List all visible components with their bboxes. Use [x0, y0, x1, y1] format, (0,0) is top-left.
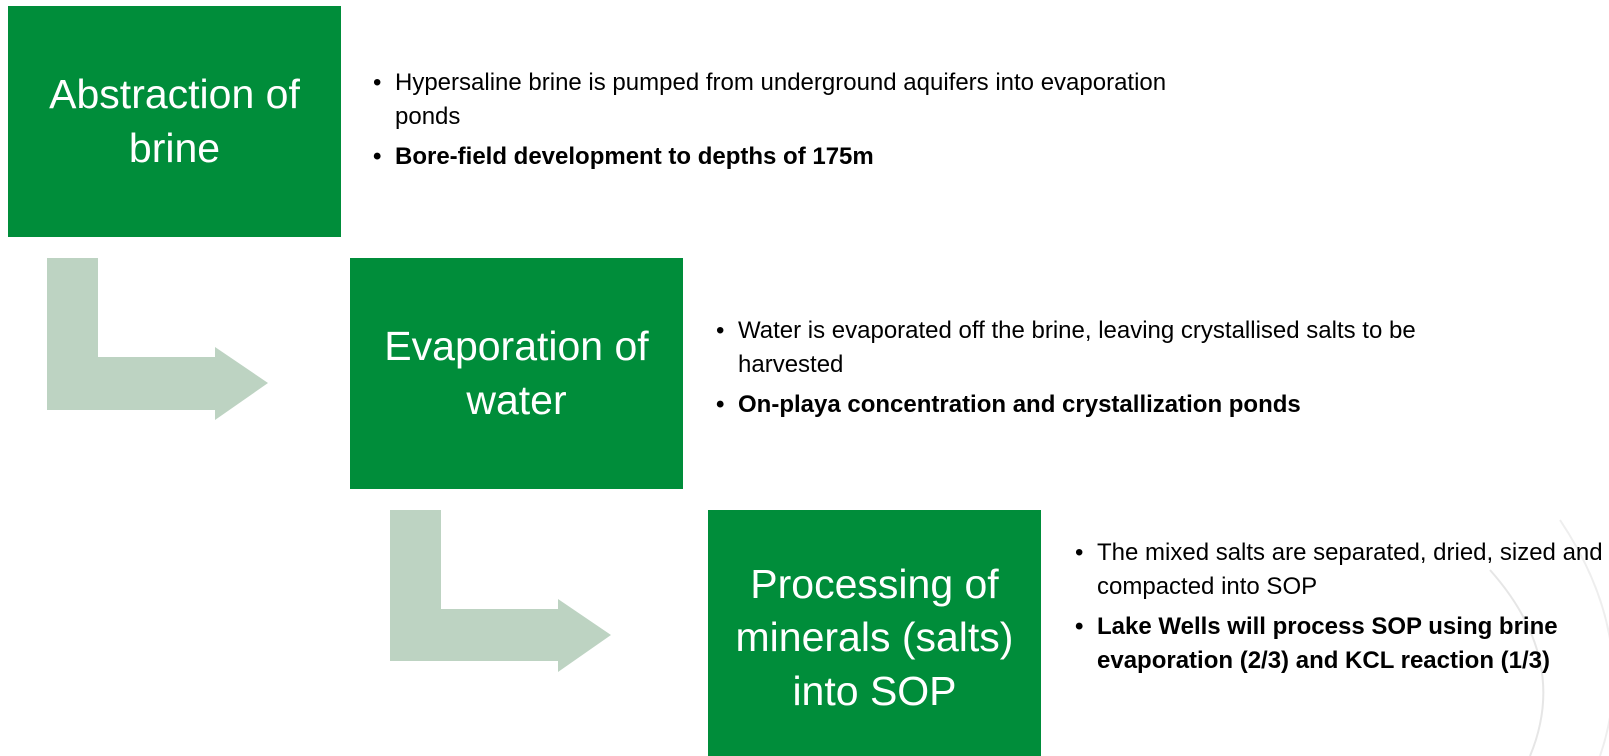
step-box: Evaporation of water — [350, 258, 683, 489]
step-box: Abstraction of brine — [8, 6, 341, 237]
bullet-list: Water is evaporated off the brine, leavi… — [716, 314, 1418, 428]
bent-arrow — [390, 510, 611, 672]
bullet-list: The mixed salts are separated, dried, si… — [1075, 536, 1607, 684]
bullet: Water is evaporated off the brine, leavi… — [716, 314, 1418, 382]
bullet: Hypersaline brine is pumped from undergr… — [373, 66, 1195, 134]
step-title: Abstraction of brine — [49, 71, 300, 171]
bent-arrow — [47, 258, 268, 420]
bullet-list: Hypersaline brine is pumped from undergr… — [373, 66, 1195, 180]
step-title: Evaporation of water — [384, 323, 649, 423]
bullet: The mixed salts are separated, dried, si… — [1075, 536, 1607, 604]
bullet: Bore-field development to depths of 175m — [373, 140, 1195, 174]
step-box: Processing of minerals (salts) into SOP — [708, 510, 1041, 756]
step-title: Processing of minerals (salts) into SOP — [735, 561, 1014, 714]
bullet: Lake Wells will process SOP using brine … — [1075, 610, 1607, 678]
bullet: On-playa concentration and crystallizati… — [716, 388, 1418, 422]
